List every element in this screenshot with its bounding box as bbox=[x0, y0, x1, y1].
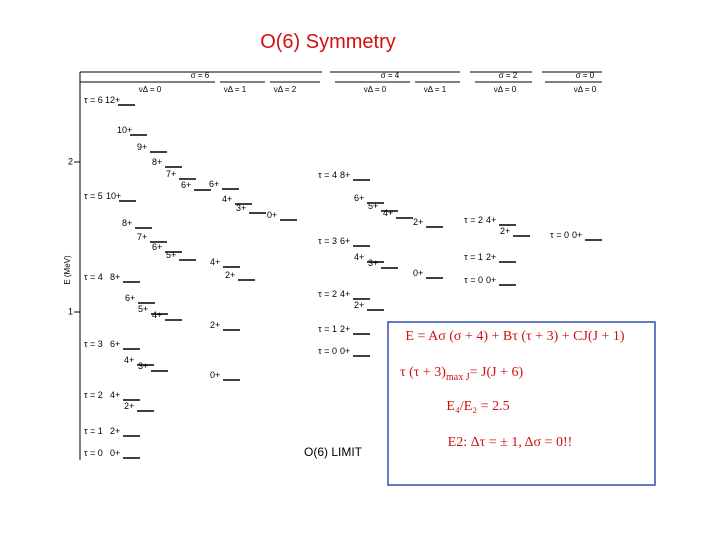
tau-label: τ = 3 bbox=[84, 339, 103, 349]
tau-rhs: = J(J + 6) bbox=[470, 365, 524, 380]
sigma-header: σ = 2 bbox=[499, 71, 518, 80]
spin-label: 4+ bbox=[110, 390, 120, 400]
spin-label: 3+ bbox=[138, 361, 148, 371]
tau-label: τ = 0 bbox=[84, 448, 103, 458]
tau-label: τ = 2 bbox=[84, 390, 103, 400]
spin-label: 6+ bbox=[209, 179, 219, 189]
spin-label: 2+ bbox=[413, 217, 423, 227]
nu-header: νΔ = 0 bbox=[364, 85, 387, 94]
title: O(6) Symmetry bbox=[260, 31, 396, 53]
sigma-header: σ = 6 bbox=[191, 71, 210, 80]
spin-label: 5+ bbox=[166, 250, 176, 260]
spin-label: 2+ bbox=[340, 324, 350, 334]
axis-tick: 2 bbox=[68, 156, 73, 166]
spin-label: 6+ bbox=[152, 242, 162, 252]
spin-label: 4+ bbox=[486, 215, 496, 225]
spin-label: 12+ bbox=[105, 95, 120, 105]
nu-header: νΔ = 2 bbox=[274, 85, 297, 94]
spin-label: 5+ bbox=[368, 201, 378, 211]
spin-label: 0+ bbox=[572, 230, 582, 240]
spin-label: 0+ bbox=[267, 210, 277, 220]
tau-sub: max J bbox=[446, 372, 470, 383]
spin-label: 3+ bbox=[236, 203, 246, 213]
spin-label: 10+ bbox=[106, 191, 121, 201]
spin-label: 0+ bbox=[413, 268, 423, 278]
spin-label: 0+ bbox=[486, 275, 496, 285]
spin-label: 2+ bbox=[210, 320, 220, 330]
nu-header: νΔ = 0 bbox=[139, 85, 162, 94]
spin-label: 4+ bbox=[222, 194, 232, 204]
tau-label: τ = 2 bbox=[318, 289, 337, 299]
spin-label: 4+ bbox=[340, 289, 350, 299]
tau-label: τ = 3 bbox=[318, 236, 337, 246]
tau-label: τ = 6 bbox=[84, 95, 103, 105]
tau-label: τ = 0 bbox=[318, 346, 337, 356]
spin-label: 4+ bbox=[210, 257, 220, 267]
spin-label: 8+ bbox=[152, 157, 162, 167]
tau-lhs: τ (τ + 3) bbox=[400, 365, 446, 380]
sigma-header: σ = 4 bbox=[381, 71, 400, 80]
energy-formula: E = Aσ (σ + 4) + Bτ (τ + 3) + CJ(J + 1) bbox=[405, 329, 624, 344]
tau-label: τ = 2 bbox=[464, 215, 483, 225]
tau-label: τ = 0 bbox=[464, 275, 483, 285]
spin-label: 9+ bbox=[137, 142, 147, 152]
tau-label: τ = 0 bbox=[550, 230, 569, 240]
spin-label: 7+ bbox=[166, 169, 176, 179]
spin-label: 2+ bbox=[110, 426, 120, 436]
spin-label: 10+ bbox=[117, 125, 132, 135]
axis-label: E (MeV) bbox=[63, 255, 72, 285]
nu-header: νΔ = 1 bbox=[224, 85, 247, 94]
tau-label: τ = 4 bbox=[318, 170, 337, 180]
spin-label: 2+ bbox=[124, 401, 134, 411]
spin-label: 6+ bbox=[181, 180, 191, 190]
spin-label: 8+ bbox=[340, 170, 350, 180]
spin-label: 0+ bbox=[110, 448, 120, 458]
ratio: E₄/E₂ = 2.5 bbox=[446, 399, 509, 414]
spin-label: 4+ bbox=[383, 208, 393, 218]
spin-label: 0+ bbox=[210, 370, 220, 380]
spin-label: 6+ bbox=[354, 193, 364, 203]
brackets bbox=[74, 71, 602, 460]
spin-label: 2+ bbox=[486, 252, 496, 262]
spin-label: 4+ bbox=[124, 355, 134, 365]
spin-label: 8+ bbox=[122, 218, 132, 228]
spin-label: 4+ bbox=[152, 310, 162, 320]
spin-label: 2+ bbox=[225, 270, 235, 280]
spin-label: 4+ bbox=[354, 252, 364, 262]
tau-label: τ = 4 bbox=[84, 272, 103, 282]
spin-label: 2+ bbox=[354, 300, 364, 310]
axis-tick: 1 bbox=[68, 306, 73, 316]
tau-formula: τ (τ + 3)max J= J(J + 6) bbox=[400, 365, 523, 383]
formula-box bbox=[387, 321, 656, 486]
spin-label: 2+ bbox=[500, 226, 510, 236]
e2-rule: E2: Δτ = ± 1, Δσ = 0!! bbox=[448, 435, 573, 450]
spin-label: 6+ bbox=[125, 293, 135, 303]
tau-label: τ = 1 bbox=[464, 252, 483, 262]
tau-label: τ = 1 bbox=[84, 426, 103, 436]
tau-label: τ = 5 bbox=[84, 191, 103, 201]
tau-label: τ = 1 bbox=[318, 324, 337, 334]
limit-label: O(6) LIMIT bbox=[304, 445, 363, 459]
spin-label: 6+ bbox=[110, 339, 120, 349]
spin-label: 3+ bbox=[368, 258, 378, 268]
nu-header: νΔ = 0 bbox=[494, 85, 517, 94]
spin-label: 5+ bbox=[138, 304, 148, 314]
spin-label: 7+ bbox=[137, 232, 147, 242]
spin-label: 8+ bbox=[110, 272, 120, 282]
spin-label: 6+ bbox=[340, 236, 350, 246]
spin-label: 0+ bbox=[340, 346, 350, 356]
nu-header: νΔ = 0 bbox=[574, 85, 597, 94]
sigma-header: σ = 0 bbox=[576, 71, 595, 80]
nu-header: νΔ = 1 bbox=[424, 85, 447, 94]
